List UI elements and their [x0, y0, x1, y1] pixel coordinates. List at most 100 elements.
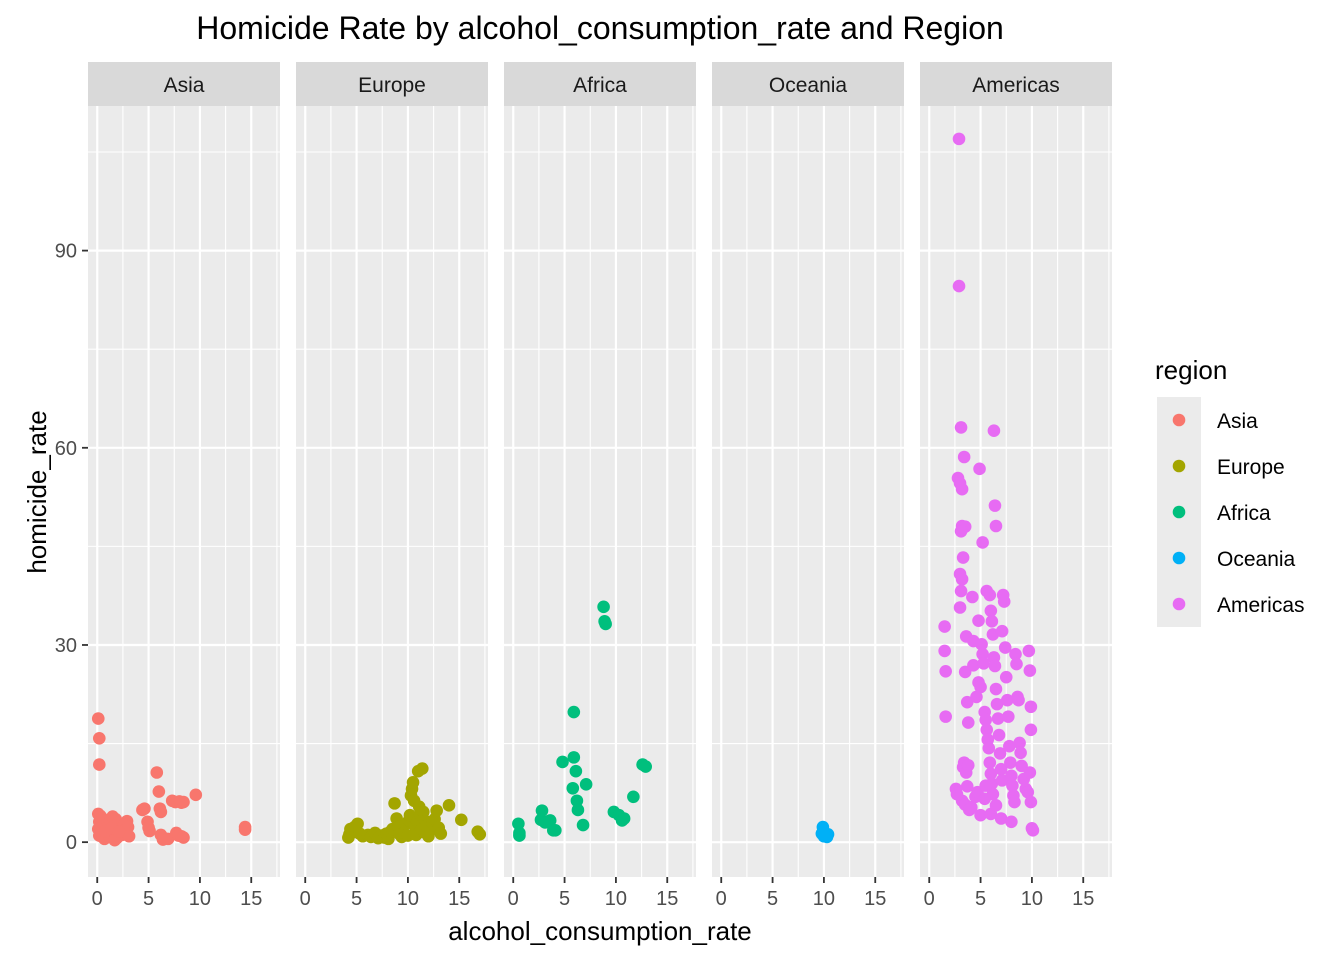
data-point: [238, 823, 252, 836]
legend-item-asia: Asia: [1157, 397, 1258, 443]
x-tick-label: 15: [864, 888, 886, 910]
x-tick-label: 0: [92, 888, 103, 910]
data-point: [957, 450, 971, 464]
data-point: [579, 778, 593, 791]
data-point: [1000, 693, 1014, 707]
legend-swatch: [1172, 459, 1186, 473]
legend-item-americas: Americas: [1157, 581, 1305, 627]
x-tick-label: 10: [1021, 888, 1043, 910]
data-point: [993, 747, 1007, 760]
legend-title: region: [1155, 355, 1227, 385]
data-point: [997, 595, 1011, 608]
data-point: [1013, 736, 1026, 750]
facet-strip-label: Africa: [573, 74, 627, 97]
data-point: [639, 760, 652, 773]
data-point: [627, 790, 640, 804]
data-point: [569, 764, 583, 778]
data-point: [154, 805, 168, 819]
data-point: [177, 831, 190, 844]
data-point: [990, 697, 1004, 711]
data-point: [1004, 756, 1017, 769]
legend-label: Asia: [1217, 410, 1258, 433]
data-point: [983, 756, 997, 769]
data-point: [1008, 795, 1021, 809]
x-tick-label: 10: [605, 888, 627, 910]
y-axis-title: homicide_rate: [22, 410, 52, 573]
panel-background: [712, 106, 904, 877]
x-axis-title: alcohol_consumption_rate: [448, 916, 752, 946]
legend-item-africa: Africa: [1157, 489, 1271, 535]
data-point: [473, 827, 487, 841]
data-point: [978, 792, 991, 806]
data-point: [1005, 769, 1018, 783]
data-point: [599, 617, 612, 631]
data-point: [566, 781, 580, 795]
data-point: [122, 829, 136, 843]
panel-background: [88, 106, 280, 877]
data-point: [980, 723, 994, 737]
data-point: [430, 804, 443, 817]
data-point: [953, 476, 967, 490]
data-point: [939, 664, 952, 678]
data-point: [989, 799, 1003, 812]
data-point: [995, 624, 1009, 638]
facet-strip: [712, 62, 904, 106]
data-point: [965, 801, 978, 814]
data-point: [543, 814, 557, 827]
data-point: [938, 644, 951, 658]
data-point: [994, 762, 1008, 776]
data-point: [570, 794, 584, 808]
data-point: [152, 785, 166, 798]
x-tick-label: 10: [813, 888, 835, 910]
data-point: [1010, 657, 1023, 671]
data-point: [549, 824, 562, 837]
legend-item-europe: Europe: [1157, 443, 1285, 489]
data-point: [92, 732, 106, 745]
x-tick-label: 10: [397, 888, 419, 910]
data-point: [415, 762, 429, 775]
data-point: [571, 803, 585, 817]
y-tick-label: 30: [55, 635, 77, 657]
data-point: [994, 812, 1008, 825]
data-point: [512, 817, 525, 831]
data-point: [973, 462, 986, 476]
data-point: [112, 825, 126, 838]
data-point: [597, 600, 610, 614]
legend: region Asia Europe Africa Oceania Americas: [1155, 355, 1305, 627]
data-point: [1026, 824, 1040, 837]
facet-panel-africa: Africa 0 5 10 15: [504, 62, 696, 910]
data-point: [455, 813, 468, 827]
data-point: [984, 767, 998, 781]
y-tick-label: 60: [55, 438, 77, 460]
data-point: [1006, 779, 1019, 792]
data-point: [150, 766, 164, 779]
data-point: [975, 638, 988, 651]
legend-swatch: [1172, 551, 1186, 565]
data-point: [999, 670, 1013, 684]
data-point: [988, 499, 1002, 512]
data-point: [976, 647, 989, 661]
data-point: [974, 680, 987, 694]
data-point: [1014, 746, 1027, 760]
y-tick-label: 0: [66, 832, 77, 854]
data-point: [1001, 710, 1015, 723]
data-point: [177, 795, 190, 809]
x-tick-label: 15: [240, 888, 262, 910]
data-point: [984, 604, 998, 618]
data-point: [821, 827, 835, 841]
data-point: [556, 755, 569, 769]
panel-background: [296, 106, 488, 877]
chart-title: Homicide Rate by alcohol_consumption_rat…: [196, 10, 1004, 46]
data-point: [952, 279, 966, 293]
data-point: [955, 572, 969, 586]
data-point: [567, 705, 581, 719]
data-point: [434, 827, 448, 840]
data-point: [1024, 723, 1038, 737]
y-axis: 0 30 60 90: [55, 241, 88, 854]
legend-label: Africa: [1217, 502, 1271, 525]
data-point: [535, 804, 549, 817]
x-tick-label: 5: [351, 888, 362, 910]
facet-strip: [504, 62, 696, 106]
data-point: [967, 659, 980, 672]
